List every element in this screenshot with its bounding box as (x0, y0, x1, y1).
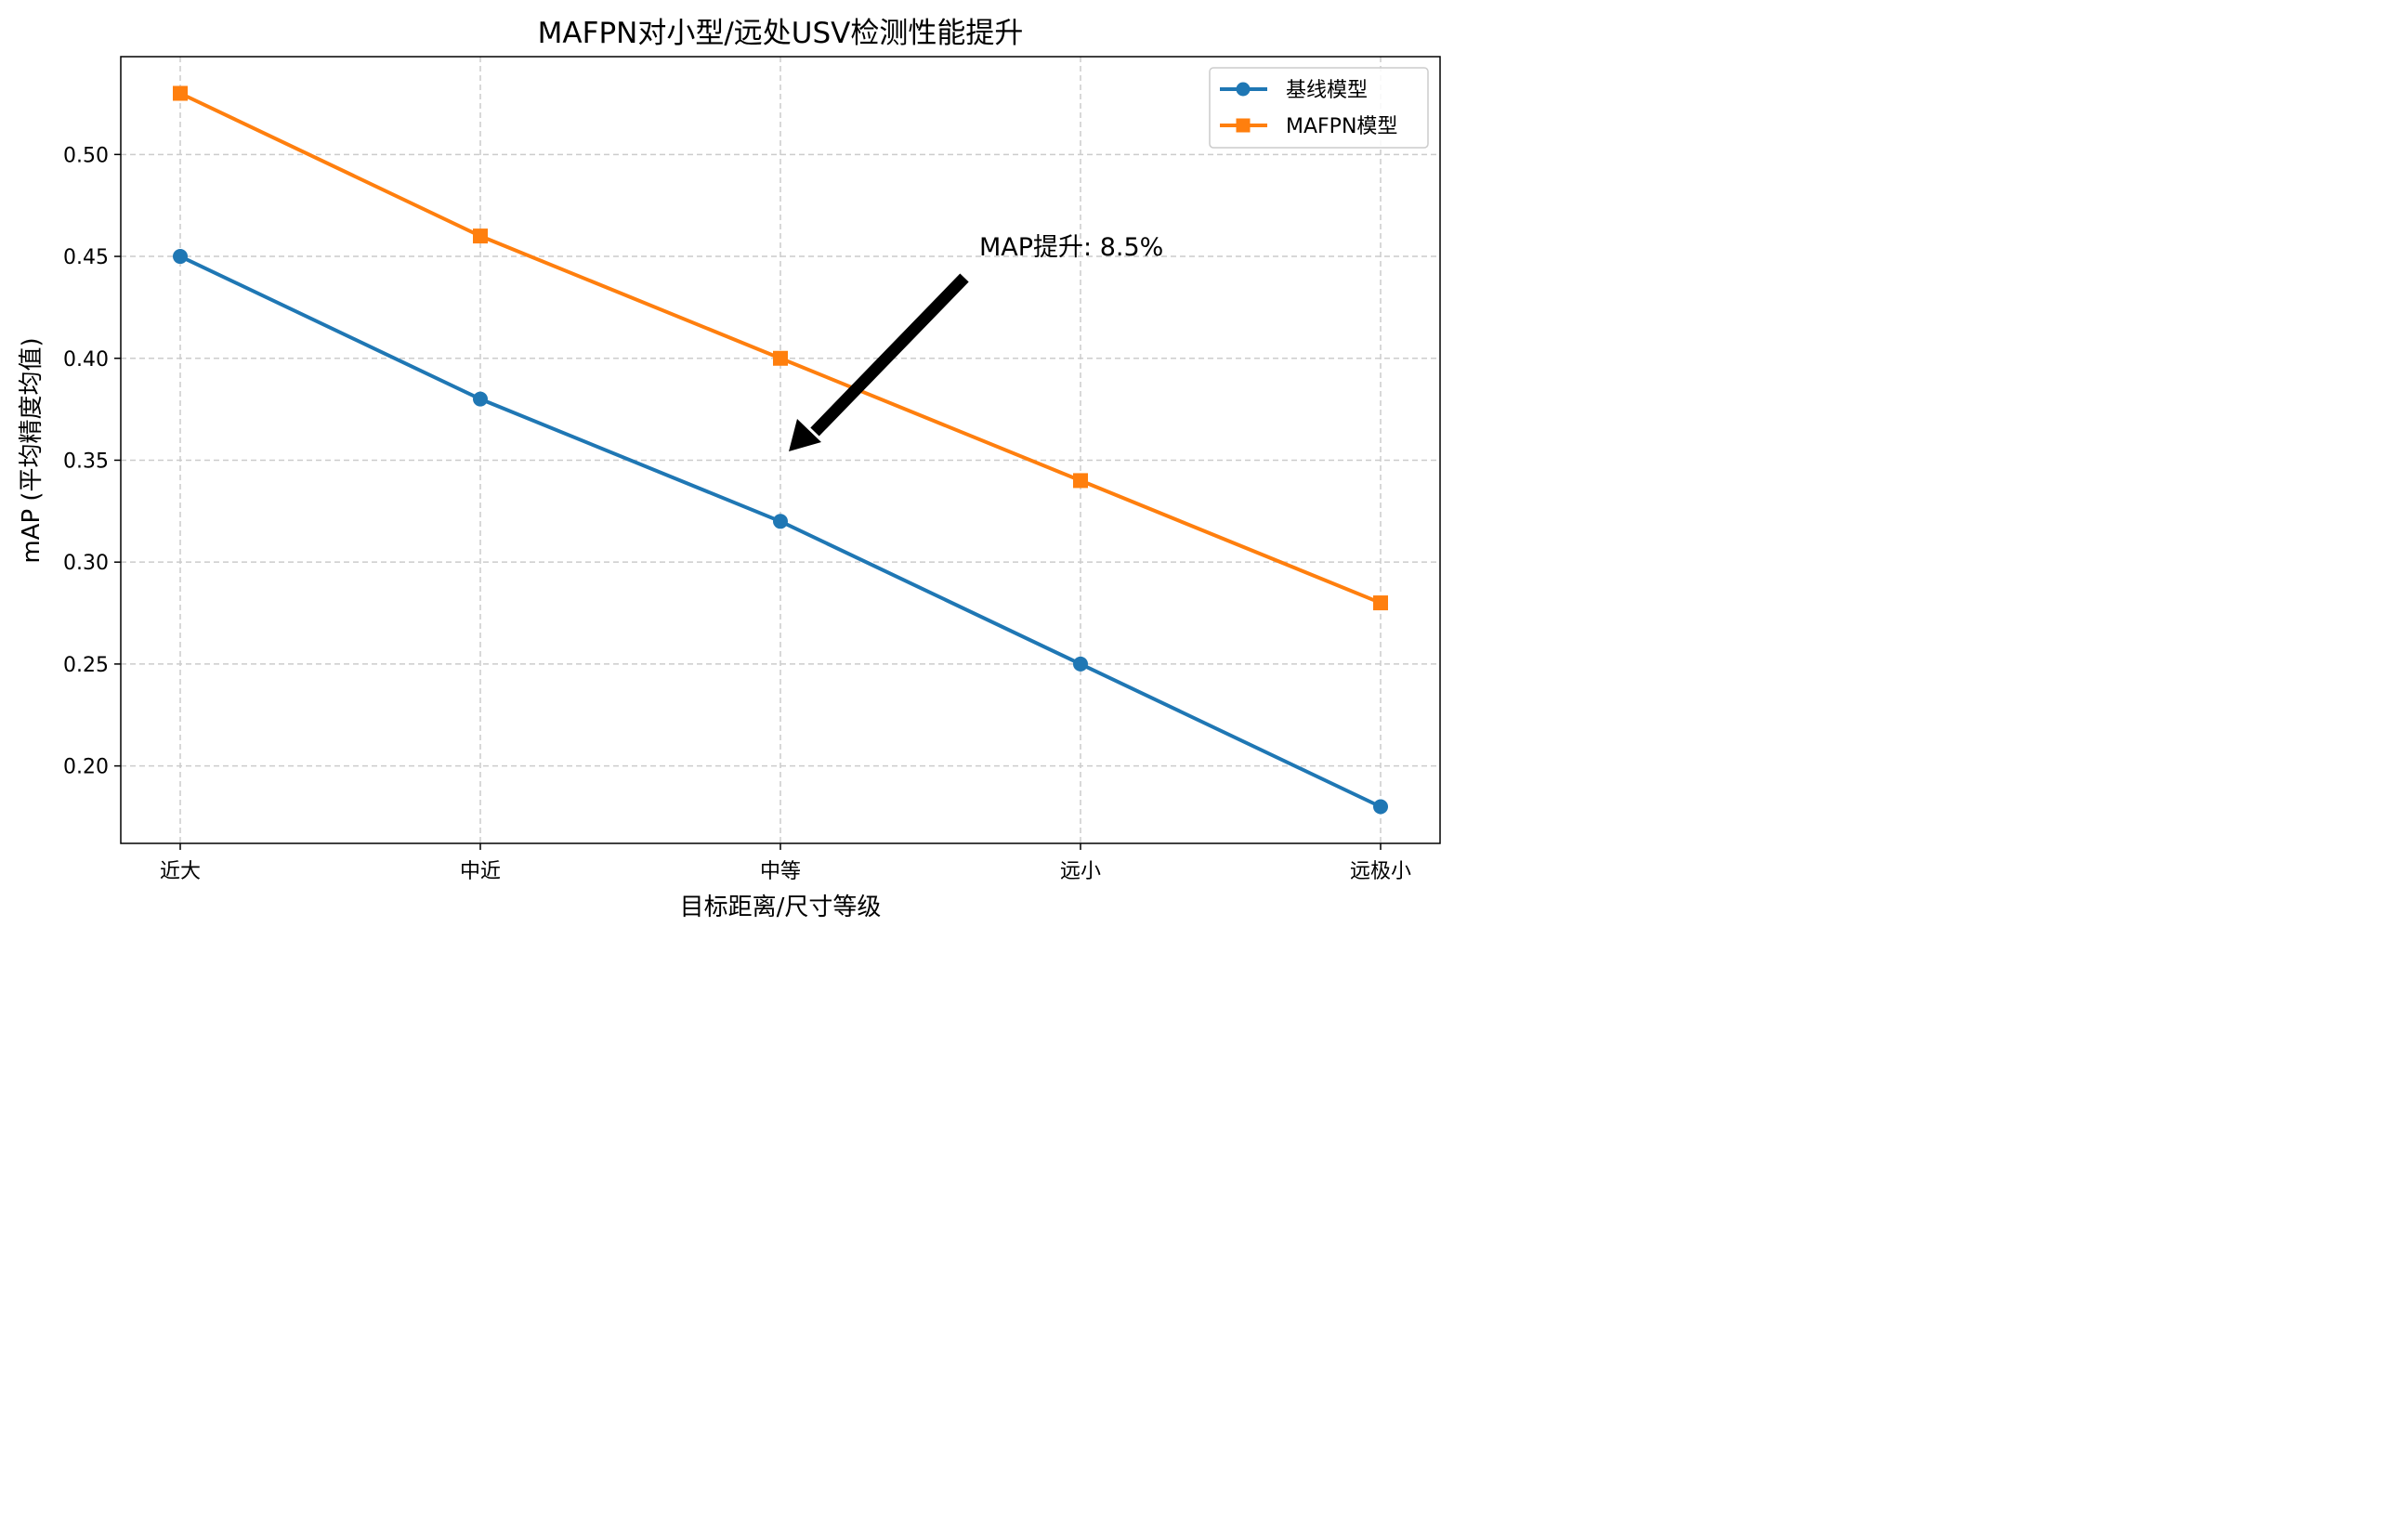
legend-marker-baseline (1236, 82, 1251, 97)
data-point (1073, 473, 1088, 489)
x-tick-label: 近大 (160, 860, 201, 883)
y-tick-label: 0.50 (63, 144, 109, 167)
y-tick-label: 0.20 (63, 756, 109, 779)
y-tick-label: 0.30 (63, 552, 109, 575)
legend: 基线模型 MAFPN模型 (1209, 67, 1429, 149)
annotation-arrow-shaft (810, 273, 969, 437)
data-point (773, 514, 788, 529)
data-point (773, 350, 788, 366)
data-point (173, 85, 188, 101)
series-0 (173, 249, 1388, 815)
x-axis-label: 目标距离/尺寸等级 (680, 894, 882, 921)
annotation-arrow-head (789, 419, 821, 451)
legend-label-mafpn: MAFPN模型 (1286, 115, 1397, 138)
series-1 (173, 85, 1388, 611)
y-tick-label: 0.35 (63, 450, 109, 473)
data-point (173, 249, 188, 265)
legend-marker-mafpn (1236, 118, 1251, 133)
grid (121, 57, 1440, 843)
data-point (1373, 799, 1388, 815)
x-tick-label: 远极小 (1350, 860, 1411, 883)
x-tick-label: 中等 (760, 860, 801, 883)
data-point (1373, 595, 1388, 611)
x-tick-label: 中近 (460, 860, 501, 883)
y-tick-label: 0.40 (63, 348, 109, 372)
tick-layer: 近大 中近 中等 远小 远极小 0.20 0.25 0.30 0.35 0.40 0.45 0.50 (63, 144, 1411, 883)
annotation: MAP提升: 8.5% (789, 233, 1163, 451)
y-tick-label: 0.25 (63, 654, 109, 677)
chart-title: MAFPN对小型/远处USV检测性能提升 (538, 17, 1024, 50)
series-layer (173, 85, 1388, 815)
chart: MAFPN对小型/远处USV检测性能提升 近大 中近 中等 远小 远极小 0.20 0.25… (18, 17, 1441, 921)
data-point (473, 391, 488, 407)
legend-label-baseline: 基线模型 (1286, 79, 1368, 102)
data-point (473, 228, 488, 244)
y-axis-label: mAP (平均精度均值) (18, 337, 46, 563)
y-tick-label: 0.45 (63, 246, 109, 269)
x-tick-label: 远小 (1060, 860, 1101, 883)
annotation-text: MAP提升: 8.5% (979, 233, 1163, 262)
data-point (1073, 656, 1088, 672)
